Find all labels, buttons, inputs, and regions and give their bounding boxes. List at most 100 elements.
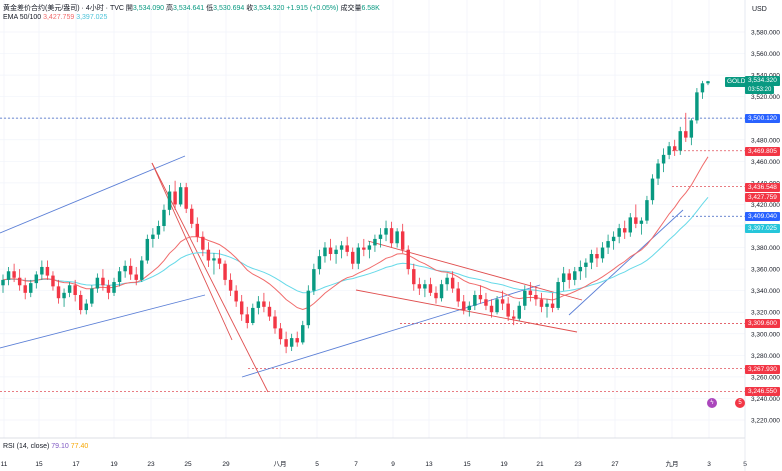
- candle-body[interactable]: [117, 271, 122, 283]
- support-trendline[interactable]: [241, 284, 541, 378]
- candle-body[interactable]: [650, 178, 655, 201]
- currency-label[interactable]: USD: [752, 6, 767, 13]
- candle-body[interactable]: [412, 269, 416, 285]
- candle-body[interactable]: [578, 266, 583, 272]
- candle-body[interactable]: [478, 294, 483, 300]
- candle-body[interactable]: [362, 247, 366, 250]
- candle-body[interactable]: [328, 247, 333, 255]
- candle-body[interactable]: [584, 262, 588, 267]
- candle-body[interactable]: [289, 338, 294, 347]
- candle-body[interactable]: [140, 260, 144, 280]
- candle-body[interactable]: [462, 301, 466, 311]
- candle-body[interactable]: [495, 299, 499, 313]
- candle-body[interactable]: [367, 245, 372, 250]
- candle-body[interactable]: [128, 265, 133, 275]
- candle-body[interactable]: [561, 273, 566, 283]
- candle-body[interactable]: [656, 163, 660, 179]
- candle-body[interactable]: [434, 292, 438, 299]
- candle-body[interactable]: [500, 299, 505, 304]
- candle-body[interactable]: [12, 271, 16, 278]
- candle-body[interactable]: [173, 191, 177, 205]
- candle-body[interactable]: [484, 299, 488, 306]
- candle-body[interactable]: [245, 314, 249, 323]
- candle-body[interactable]: [195, 223, 200, 237]
- candle-body[interactable]: [639, 220, 644, 224]
- candle-body[interactable]: [295, 338, 299, 343]
- candle-body[interactable]: [134, 274, 138, 280]
- candle-body[interactable]: [106, 285, 111, 293]
- wedge-upper[interactable]: [367, 240, 583, 301]
- candle-body[interactable]: [628, 217, 633, 233]
- candle-body[interactable]: [678, 131, 682, 151]
- candle-body[interactable]: [417, 284, 422, 289]
- candle-body[interactable]: [40, 266, 44, 275]
- candle-body[interactable]: [212, 258, 216, 261]
- candle-body[interactable]: [23, 285, 27, 293]
- candle-body[interactable]: [284, 339, 288, 347]
- rsi-legend[interactable]: RSI (14, close) 79.10 77.40: [3, 442, 88, 451]
- candle-body[interactable]: [45, 266, 50, 276]
- candle-body[interactable]: [334, 249, 338, 255]
- candle-body[interactable]: [700, 83, 705, 93]
- candle-body[interactable]: [439, 284, 444, 299]
- candle-body[interactable]: [445, 277, 449, 285]
- candle-body[interactable]: [51, 275, 55, 287]
- candle-body[interactable]: [567, 273, 571, 280]
- candle-body[interactable]: [706, 81, 710, 84]
- candle-body[interactable]: [190, 208, 194, 224]
- candle-body[interactable]: [395, 231, 399, 244]
- candle-body[interactable]: [123, 265, 127, 272]
- candle-body[interactable]: [573, 271, 577, 280]
- candle-body[interactable]: [539, 299, 544, 307]
- candle-body[interactable]: [550, 303, 555, 308]
- candle-body[interactable]: [112, 282, 116, 293]
- candle-body[interactable]: [145, 238, 150, 261]
- candle-body[interactable]: [695, 92, 699, 121]
- candle-body[interactable]: [262, 301, 266, 307]
- candle-body[interactable]: [545, 303, 549, 307]
- candle-body[interactable]: [56, 286, 61, 299]
- candle-body[interactable]: [672, 146, 677, 151]
- candle-body[interactable]: [456, 288, 460, 302]
- candle-body[interactable]: [29, 283, 33, 293]
- candle-body[interactable]: [306, 290, 311, 326]
- candle-body[interactable]: [156, 226, 161, 235]
- candle-body[interactable]: [90, 288, 94, 304]
- candle-body[interactable]: [323, 247, 327, 257]
- candle-body[interactable]: [684, 131, 688, 138]
- candle-body[interactable]: [278, 328, 283, 340]
- candle-body[interactable]: [1, 279, 5, 286]
- candle-body[interactable]: [595, 254, 599, 259]
- candle-body[interactable]: [606, 241, 610, 248]
- candle-body[interactable]: [511, 316, 516, 319]
- candle-body[interactable]: [256, 301, 261, 308]
- candle-body[interactable]: [467, 305, 472, 311]
- candle-body[interactable]: [251, 307, 255, 323]
- candle-body[interactable]: [345, 245, 349, 252]
- candle-body[interactable]: [378, 234, 383, 239]
- candle-body[interactable]: [506, 303, 510, 317]
- candle-body[interactable]: [312, 269, 316, 291]
- candle-body[interactable]: [62, 292, 66, 299]
- candle-body[interactable]: [645, 200, 649, 221]
- lower-rising-channel[interactable]: [0, 294, 206, 349]
- candle-body[interactable]: [339, 245, 344, 250]
- candle-body[interactable]: [178, 187, 183, 205]
- candle-body[interactable]: [517, 305, 521, 319]
- candle-body[interactable]: [162, 209, 166, 226]
- candle-body[interactable]: [223, 263, 227, 280]
- candle-body[interactable]: [600, 247, 605, 259]
- candle-body[interactable]: [351, 251, 355, 264]
- candle-body[interactable]: [17, 277, 22, 286]
- candle-body[interactable]: [634, 217, 638, 224]
- candle-body[interactable]: [184, 187, 188, 209]
- candle-body[interactable]: [239, 301, 244, 315]
- candle-body[interactable]: [589, 254, 594, 263]
- candle-body[interactable]: [267, 306, 272, 317]
- candle-body[interactable]: [667, 146, 671, 155]
- candle-body[interactable]: [273, 316, 277, 329]
- candle-body[interactable]: [34, 274, 39, 284]
- candle-body[interactable]: [661, 154, 666, 164]
- candle-body[interactable]: [206, 249, 211, 261]
- candle-body[interactable]: [217, 258, 222, 264]
